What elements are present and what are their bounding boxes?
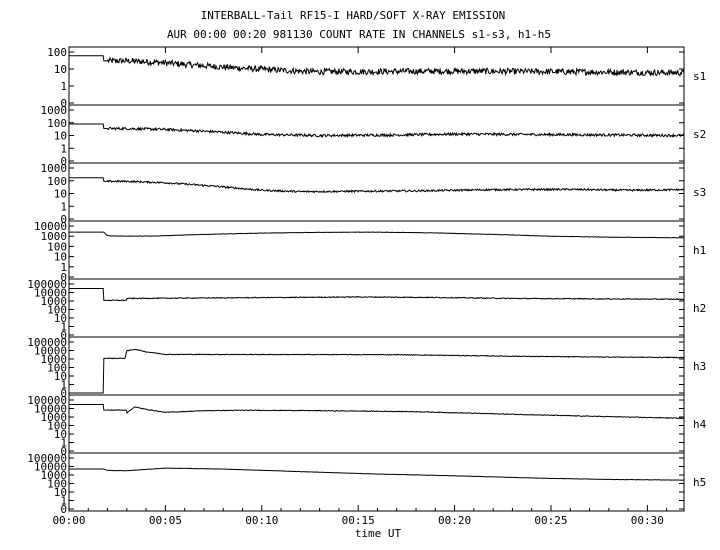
panel-frame bbox=[68, 220, 685, 280]
y-tick-label-s2: 100 bbox=[47, 117, 67, 130]
panel-frame bbox=[68, 452, 685, 512]
y-tick-label-h3: 0 bbox=[60, 387, 67, 400]
y-tick-label-h2: 1000 bbox=[41, 295, 68, 308]
panels-group: 1001010s110001001010s210001001010s310000… bbox=[27, 46, 706, 516]
y-tick-label-h2: 100000 bbox=[27, 278, 67, 291]
panel-label-s1: s1 bbox=[693, 70, 706, 83]
y-tick-label-h3: 1000 bbox=[41, 353, 68, 366]
y-tick-label-h1: 100 bbox=[47, 240, 67, 253]
y-tick-label-s1: 10 bbox=[54, 63, 67, 76]
y-tick-label-h4: 100 bbox=[47, 420, 67, 433]
series-line-h4 bbox=[69, 403, 685, 420]
panel-frame bbox=[68, 278, 685, 338]
series-line-h3 bbox=[69, 348, 685, 394]
x-tick-label: 00:30 bbox=[631, 514, 664, 527]
x-tick-label: 00:00 bbox=[52, 514, 85, 527]
panel-label-h1: h1 bbox=[693, 244, 706, 257]
panel-frame bbox=[68, 394, 685, 454]
panel-label-s2: s2 bbox=[693, 128, 706, 141]
y-tick-label-s1: 1 bbox=[60, 80, 67, 93]
y-tick-label-h2: 10000 bbox=[34, 287, 67, 300]
y-tick-label-h5: 100 bbox=[47, 478, 67, 491]
y-tick-label-h2: 1 bbox=[60, 321, 67, 334]
y-tick-label-h5: 0 bbox=[60, 503, 67, 516]
y-tick-label-h3: 100 bbox=[47, 362, 67, 375]
y-tick-label-s2: 1 bbox=[60, 142, 67, 155]
y-tick-label-h3: 100000 bbox=[27, 336, 67, 349]
panel-label-h4: h4 bbox=[693, 418, 707, 431]
y-tick-label-s2: 1000 bbox=[41, 104, 68, 117]
panel-label-h3: h3 bbox=[693, 360, 706, 373]
panel-frame bbox=[68, 46, 685, 106]
panel-label-s3: s3 bbox=[693, 186, 706, 199]
y-tick-label-s3: 10 bbox=[54, 188, 67, 201]
series-line-s1 bbox=[69, 55, 685, 77]
y-tick-label-s3: 1000 bbox=[41, 162, 68, 175]
panel-frame bbox=[68, 336, 685, 396]
chart-title: INTERBALL-Tail RF15-I HARD/SOFT X-RAY EM… bbox=[201, 9, 506, 22]
y-tick-label-h3: 10000 bbox=[34, 345, 67, 358]
series-line-h5 bbox=[69, 467, 685, 481]
y-tick-label-h2: 100 bbox=[47, 304, 67, 317]
y-tick-label-h5: 1 bbox=[60, 495, 67, 508]
y-tick-label-h5: 1000 bbox=[41, 469, 68, 482]
series-line-s2 bbox=[69, 123, 685, 139]
y-tick-label-s3: 1 bbox=[60, 200, 67, 213]
y-tick-label-h1: 1 bbox=[60, 261, 67, 274]
y-tick-label-h4: 1000 bbox=[41, 411, 68, 424]
x-tick-label: 00:25 bbox=[534, 514, 567, 527]
chart-subtitle: AUR 00:00 00:20 981130 COUNT RATE IN CHA… bbox=[167, 28, 551, 41]
y-tick-label-h5: 10 bbox=[54, 486, 67, 499]
y-tick-label-s1: 100 bbox=[47, 46, 67, 59]
y-tick-label-h2: 10 bbox=[54, 312, 67, 325]
y-tick-label-h4: 100000 bbox=[27, 394, 67, 407]
y-tick-label-h1: 0 bbox=[60, 271, 67, 284]
y-tick-label-s2: 0 bbox=[60, 155, 67, 168]
y-tick-label-s3: 100 bbox=[47, 175, 67, 188]
y-tick-label-h1: 1000 bbox=[41, 230, 68, 243]
y-tick-label-h5: 100000 bbox=[27, 452, 67, 465]
y-tick-label-h5: 10000 bbox=[34, 461, 67, 474]
y-tick-label-h4: 10 bbox=[54, 428, 67, 441]
y-tick-label-h3: 1 bbox=[60, 379, 67, 392]
y-tick-label-h4: 1 bbox=[60, 437, 67, 450]
y-tick-label-s3: 0 bbox=[60, 213, 67, 226]
y-tick-label-h1: 10 bbox=[54, 251, 67, 264]
panel-label-h2: h2 bbox=[693, 302, 706, 315]
y-tick-label-h4: 0 bbox=[60, 445, 67, 458]
x-tick-label: 00:20 bbox=[438, 514, 471, 527]
y-tick-label-h4: 10000 bbox=[34, 403, 67, 416]
x-tick-label: 00:15 bbox=[342, 514, 375, 527]
y-tick-label-h2: 0 bbox=[60, 329, 67, 342]
panel-label-h5: h5 bbox=[693, 476, 706, 489]
x-tick-label: 00:05 bbox=[149, 514, 182, 527]
y-tick-label-s1: 0 bbox=[60, 97, 67, 110]
series-line-h1 bbox=[69, 231, 685, 239]
series-line-s3 bbox=[69, 177, 685, 194]
series-line-h2 bbox=[69, 287, 685, 302]
x-axis: 00:00 00:05 00:10 00:15 00:20 00:25 00:30 bbox=[52, 47, 668, 527]
x-tick-label: 00:10 bbox=[245, 514, 278, 527]
y-tick-label-h1: 10000 bbox=[34, 220, 67, 233]
y-tick-label-h3: 10 bbox=[54, 370, 67, 383]
x-axis-label: time UT bbox=[355, 527, 402, 540]
y-tick-label-s2: 10 bbox=[54, 130, 67, 143]
